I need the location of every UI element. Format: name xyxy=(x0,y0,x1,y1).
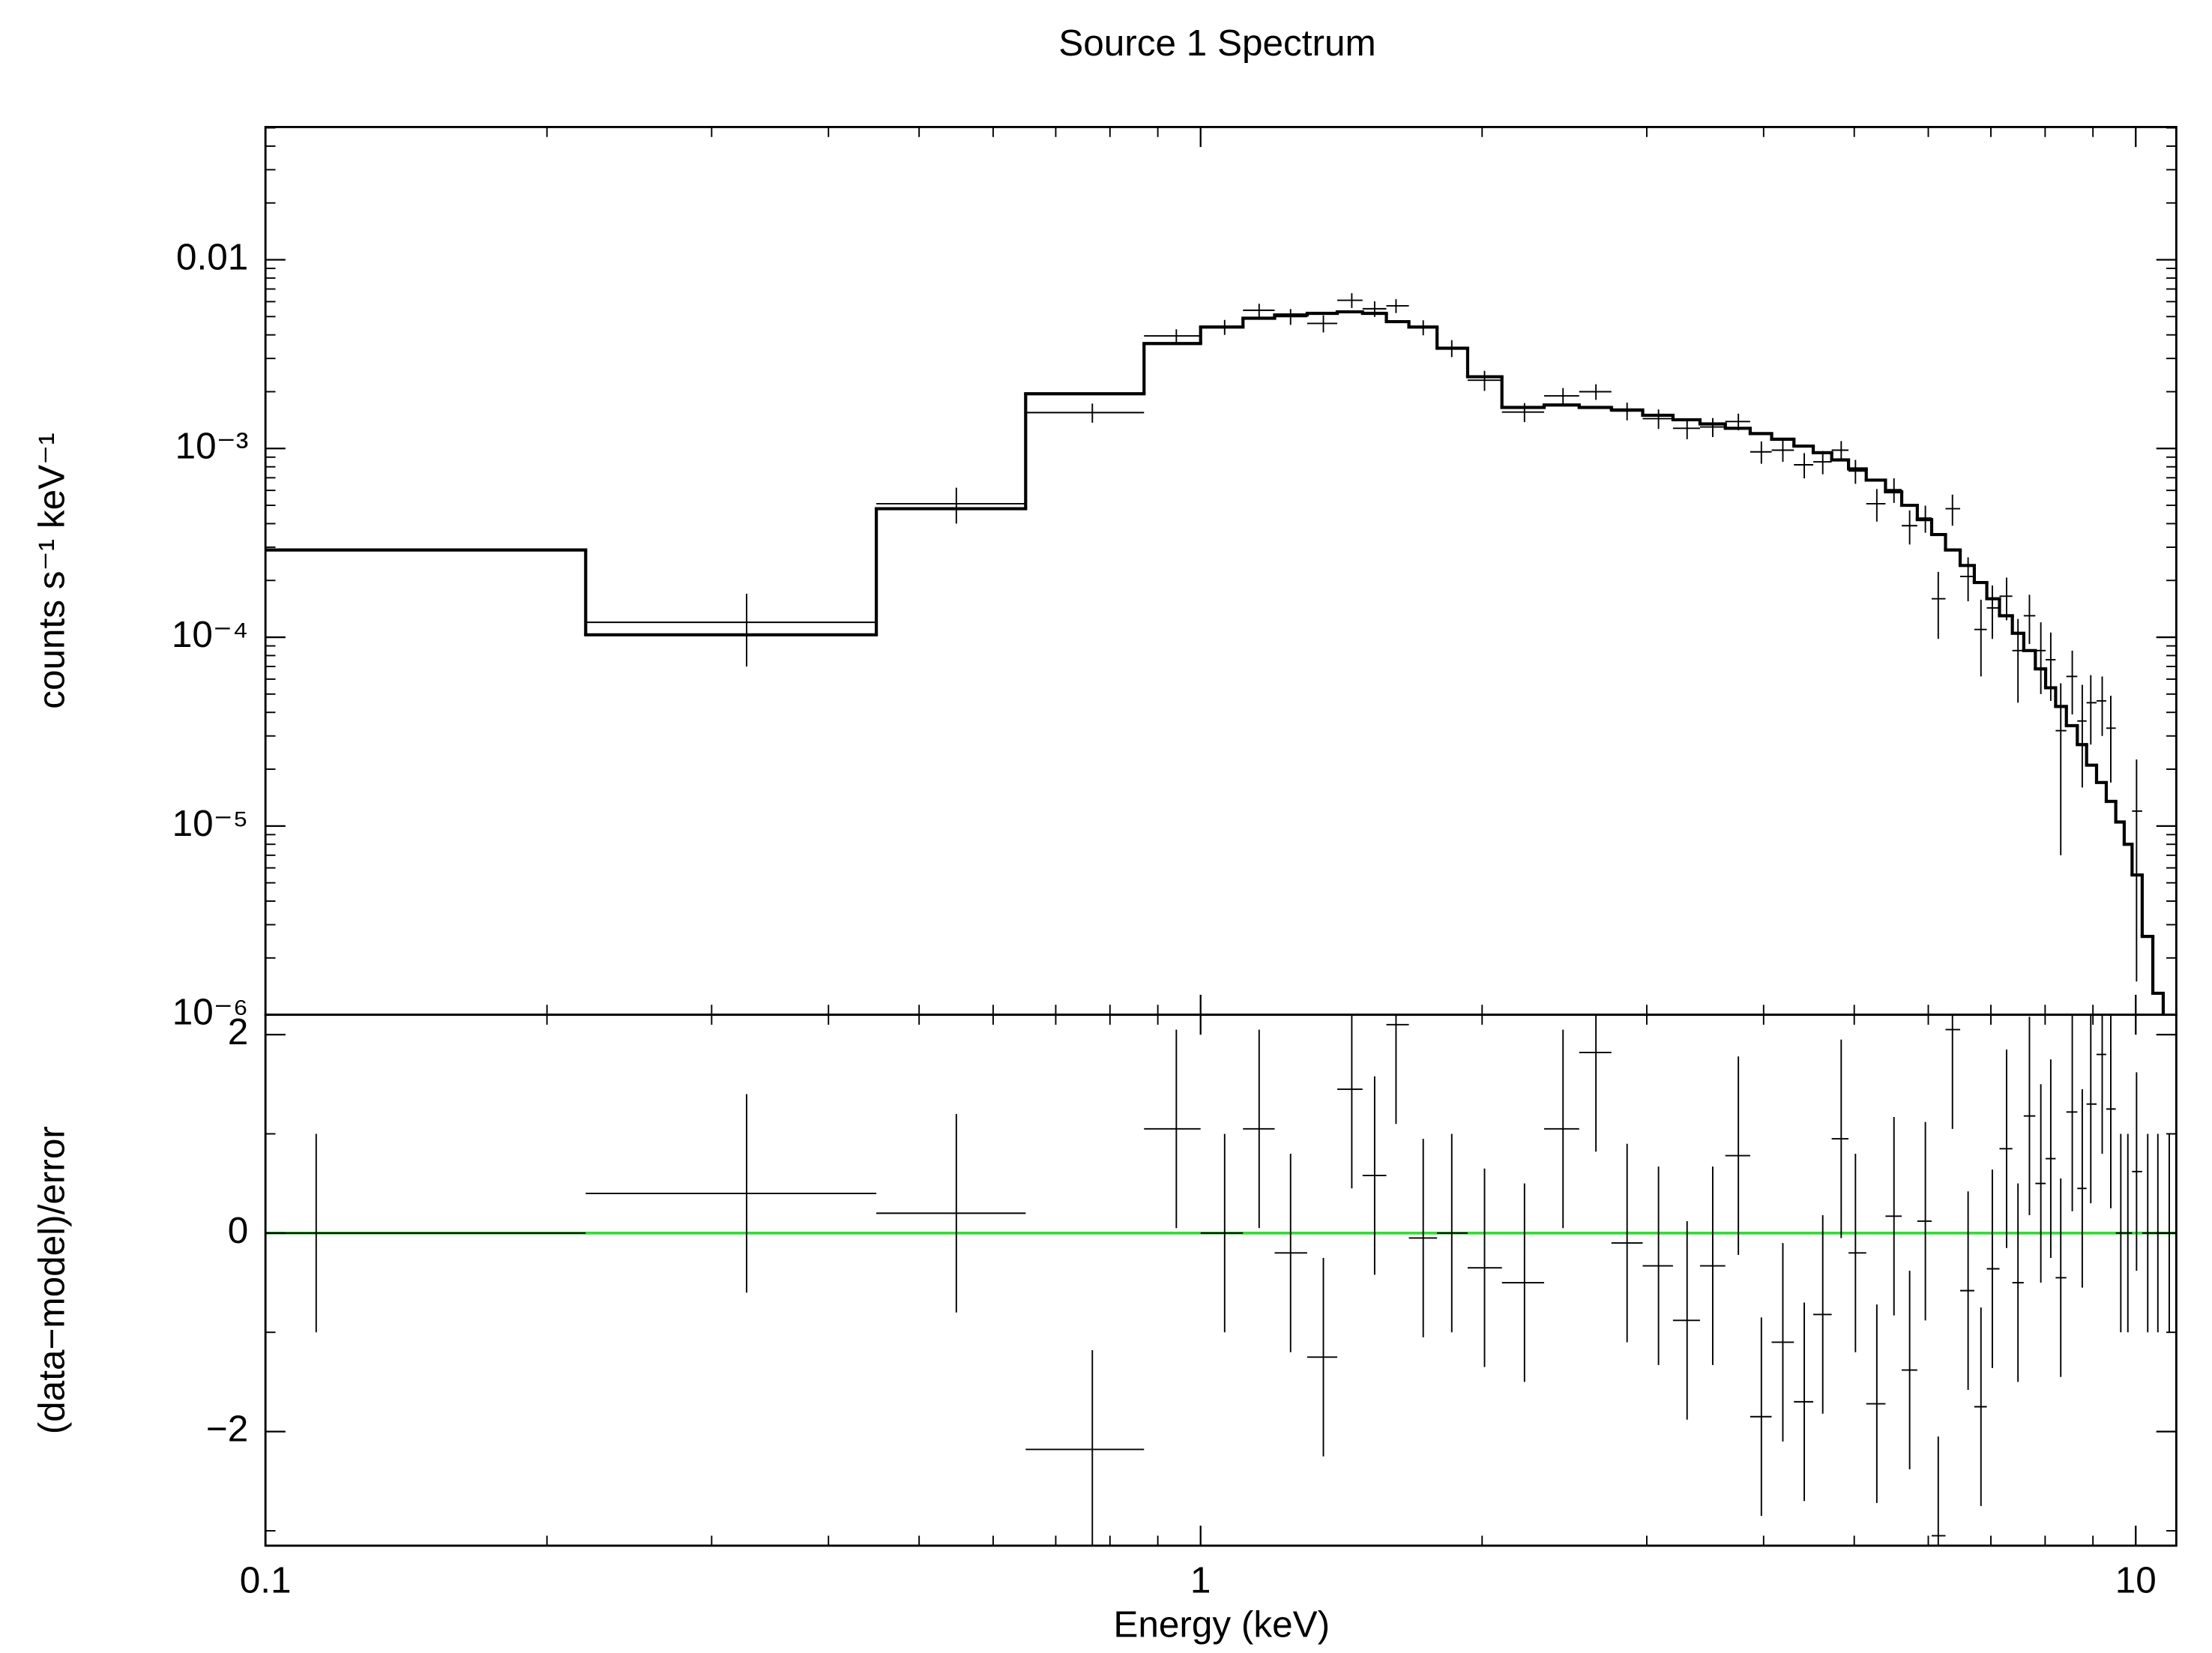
y-tick-label: −2 xyxy=(206,1409,248,1450)
y-tick-label: 10⁻³ xyxy=(175,425,249,466)
chart-title: Source 1 Spectrum xyxy=(1058,22,1376,64)
x-tick-label: 0.1 xyxy=(240,1559,292,1601)
y-tick-label: 0.01 xyxy=(176,237,248,278)
x-axis-label: Energy (keV) xyxy=(1113,1604,1330,1645)
y-tick-label: 0 xyxy=(228,1210,249,1251)
y-tick-label: 2 xyxy=(228,1011,249,1053)
plot-area xyxy=(265,293,2166,1015)
x-tick-label: 1 xyxy=(1190,1559,1211,1601)
panel-frame xyxy=(264,1014,2178,1547)
plot-area xyxy=(265,1014,2177,1546)
y-tick-label: 10⁻⁵ xyxy=(172,803,249,844)
y-axis-label: counts s⁻¹ keV⁻¹ xyxy=(31,433,72,709)
y-axis-label: (data−model)/error xyxy=(31,1126,72,1434)
y-tick-label: 10⁻⁴ xyxy=(172,614,248,655)
x-tick-label: 10 xyxy=(2115,1559,2157,1601)
y-tick-label: 10⁻⁶ xyxy=(172,992,249,1033)
